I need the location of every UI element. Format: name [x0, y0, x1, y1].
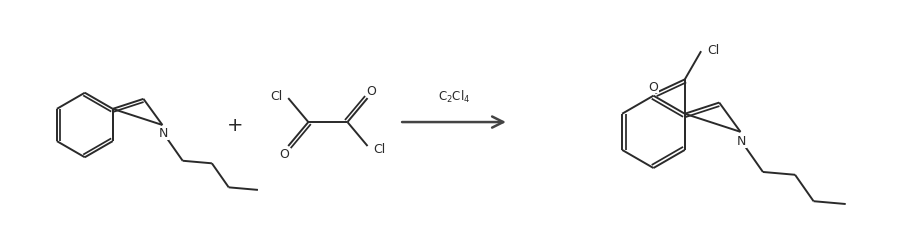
Text: O: O	[366, 84, 376, 97]
Text: Cl: Cl	[271, 89, 282, 102]
Text: +: +	[227, 116, 243, 135]
Text: O: O	[649, 80, 659, 94]
Text: N: N	[159, 127, 169, 140]
Text: C$_2$Cl$_4$: C$_2$Cl$_4$	[438, 89, 470, 105]
Text: O: O	[280, 148, 290, 161]
Text: Cl: Cl	[374, 143, 385, 156]
Text: N: N	[737, 134, 746, 147]
Text: Cl: Cl	[708, 44, 720, 57]
